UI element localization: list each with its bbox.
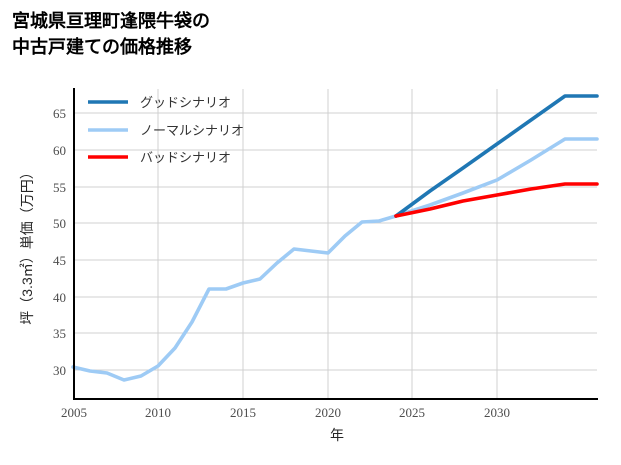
x-tick-label: 2030 <box>484 405 510 420</box>
y-axis-title: 坪（3.3㎡）単価（万円） <box>19 165 35 324</box>
x-tick-label: 2025 <box>399 405 425 420</box>
legend-label-normal-scenario: ノーマルシナリオ <box>140 123 244 138</box>
normal-scenario-line <box>71 137 599 382</box>
x-axis-title: 年 <box>330 427 344 443</box>
vertical-gridlines <box>157 89 498 400</box>
y-tick-label: 45 <box>53 253 66 268</box>
legend-label-good-scenario: グッドシナリオ <box>140 95 231 110</box>
y-tick-label: 50 <box>53 216 66 231</box>
y-tick-label: 30 <box>53 363 66 378</box>
y-tick-label: 35 <box>53 326 66 341</box>
x-axis-tick-labels: 2005 2010 2015 2020 2025 2030 <box>61 405 510 420</box>
legend-label-bad-scenario: バッドシナリオ <box>140 150 231 165</box>
x-tick-label: 2015 <box>230 405 256 420</box>
y-tick-label: 60 <box>53 143 66 158</box>
bad-scenario-line <box>394 182 599 218</box>
y-tick-label: 55 <box>53 180 66 195</box>
x-tick-label: 2020 <box>315 405 341 420</box>
horizontal-gridlines <box>73 112 597 371</box>
y-tick-label: 65 <box>53 106 66 121</box>
series-bad-scenario <box>394 182 599 218</box>
series-good-scenario <box>394 94 599 218</box>
x-tick-label: 2010 <box>145 405 171 420</box>
y-axis-tick-labels: 65 60 55 50 45 40 35 30 <box>53 106 66 378</box>
chart-legend: グッドシナリオ ノーマルシナリオ バッドシナリオ <box>88 95 244 165</box>
series-normal-scenario <box>71 137 599 382</box>
x-tick-label: 2005 <box>61 405 87 420</box>
good-scenario-line <box>394 94 599 218</box>
y-tick-label: 40 <box>53 290 66 305</box>
chart-title: 宮城県亘理町逢隈牛袋の 中古戸建ての価格推移 <box>12 11 210 58</box>
plot-frame <box>72 88 598 401</box>
